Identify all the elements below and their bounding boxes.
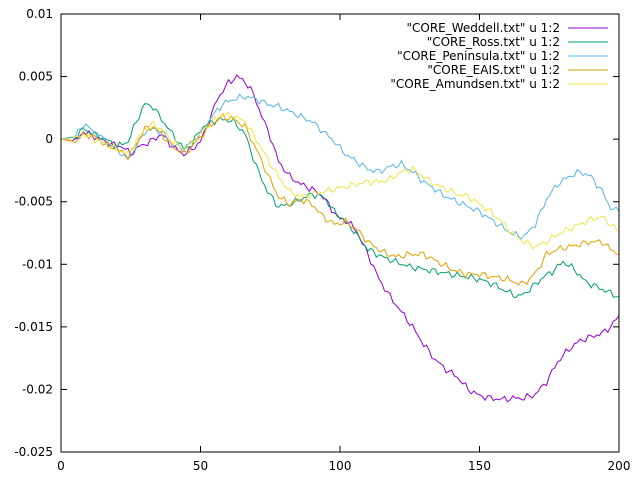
x-tick-label: 100 (329, 459, 352, 473)
x-tick-label: 150 (468, 459, 491, 473)
tick-labels: 0 50 100 150 200 -0.025 -0.02 -0.015 -0.01 -0.005… (14, 7, 630, 473)
series-line-1 (60, 103, 619, 299)
legend-label: "CORE_EAIS.txt" u 1:2 (427, 63, 560, 77)
legend-label: "CORE_Ross.txt" u 1:2 (427, 35, 560, 49)
y-tick-label: 0 (45, 132, 53, 146)
series-lines (60, 74, 620, 403)
series-line-4 (61, 111, 620, 250)
legend-label: "CORE_Peninsula.txt" u 1:2 (397, 49, 560, 63)
y-tick-label: -0.025 (14, 445, 53, 459)
x-tick-label: 200 (608, 459, 631, 473)
series-line-2 (60, 93, 620, 240)
series-line-0 (60, 74, 620, 403)
legend-label: "CORE_Amundsen.txt" u 1:2 (390, 77, 560, 91)
legend-label: "CORE_Weddell.txt" u 1:2 (407, 21, 561, 35)
y-tick-label: -0.02 (22, 382, 53, 396)
plot-frame (60, 13, 620, 453)
y-tick-label: -0.005 (14, 195, 53, 209)
legend: "CORE_Weddell.txt" u 1:2"CORE_Ross.txt" … (390, 21, 608, 91)
x-tick-label: 0 (57, 459, 65, 473)
y-tick-label: 0.005 (19, 70, 53, 84)
y-tick-label: -0.01 (22, 257, 53, 271)
y-tick-label: -0.015 (14, 320, 53, 334)
x-tick-label: 50 (193, 459, 208, 473)
series-line-3 (60, 112, 620, 286)
y-tick-label: 0.01 (26, 7, 53, 21)
